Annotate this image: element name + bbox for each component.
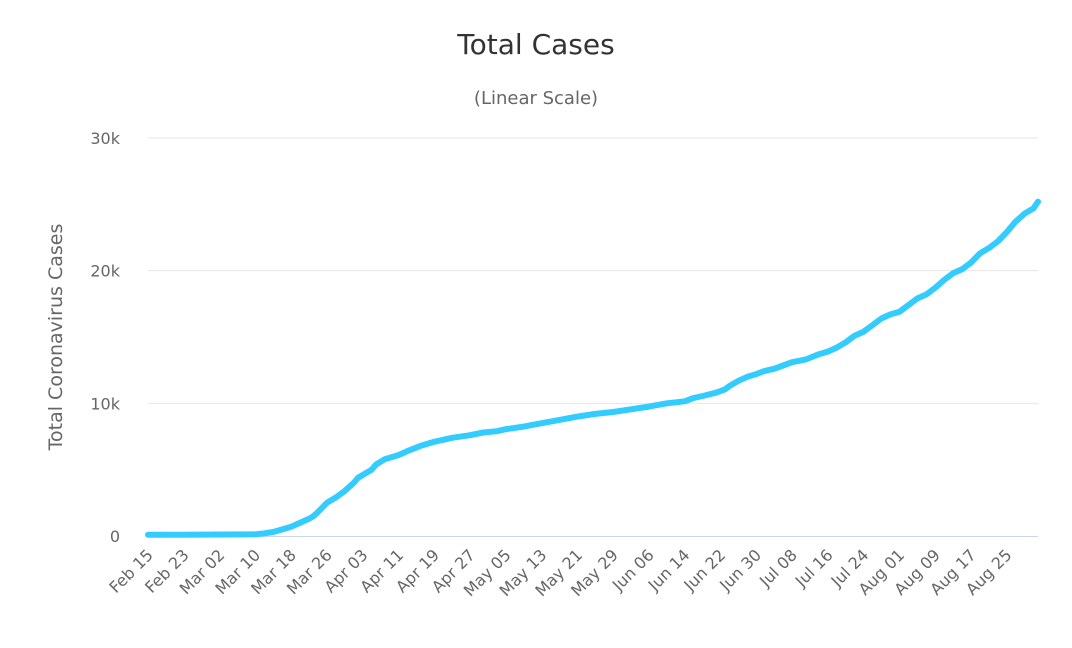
x-tick-label: Jul 16 xyxy=(791,545,837,591)
chart-title: Total Cases xyxy=(456,28,614,61)
series-layer xyxy=(145,198,1041,538)
x-tick-label: Jul 08 xyxy=(755,545,801,591)
series-line-0 xyxy=(145,198,1041,538)
y-tick-label: 20k xyxy=(90,262,120,281)
y-axis-title: Total Coronavirus Cases xyxy=(45,224,67,452)
grid-layer xyxy=(148,137,1038,404)
chart-subtitle: (Linear Scale) xyxy=(474,88,598,109)
y-tick-label: 30k xyxy=(90,129,120,148)
y-axis-ticks: 0 10k 20k 30k xyxy=(90,129,120,546)
y-tick-label: 10k xyxy=(90,394,120,413)
y-tick-label: 0 xyxy=(110,527,120,546)
